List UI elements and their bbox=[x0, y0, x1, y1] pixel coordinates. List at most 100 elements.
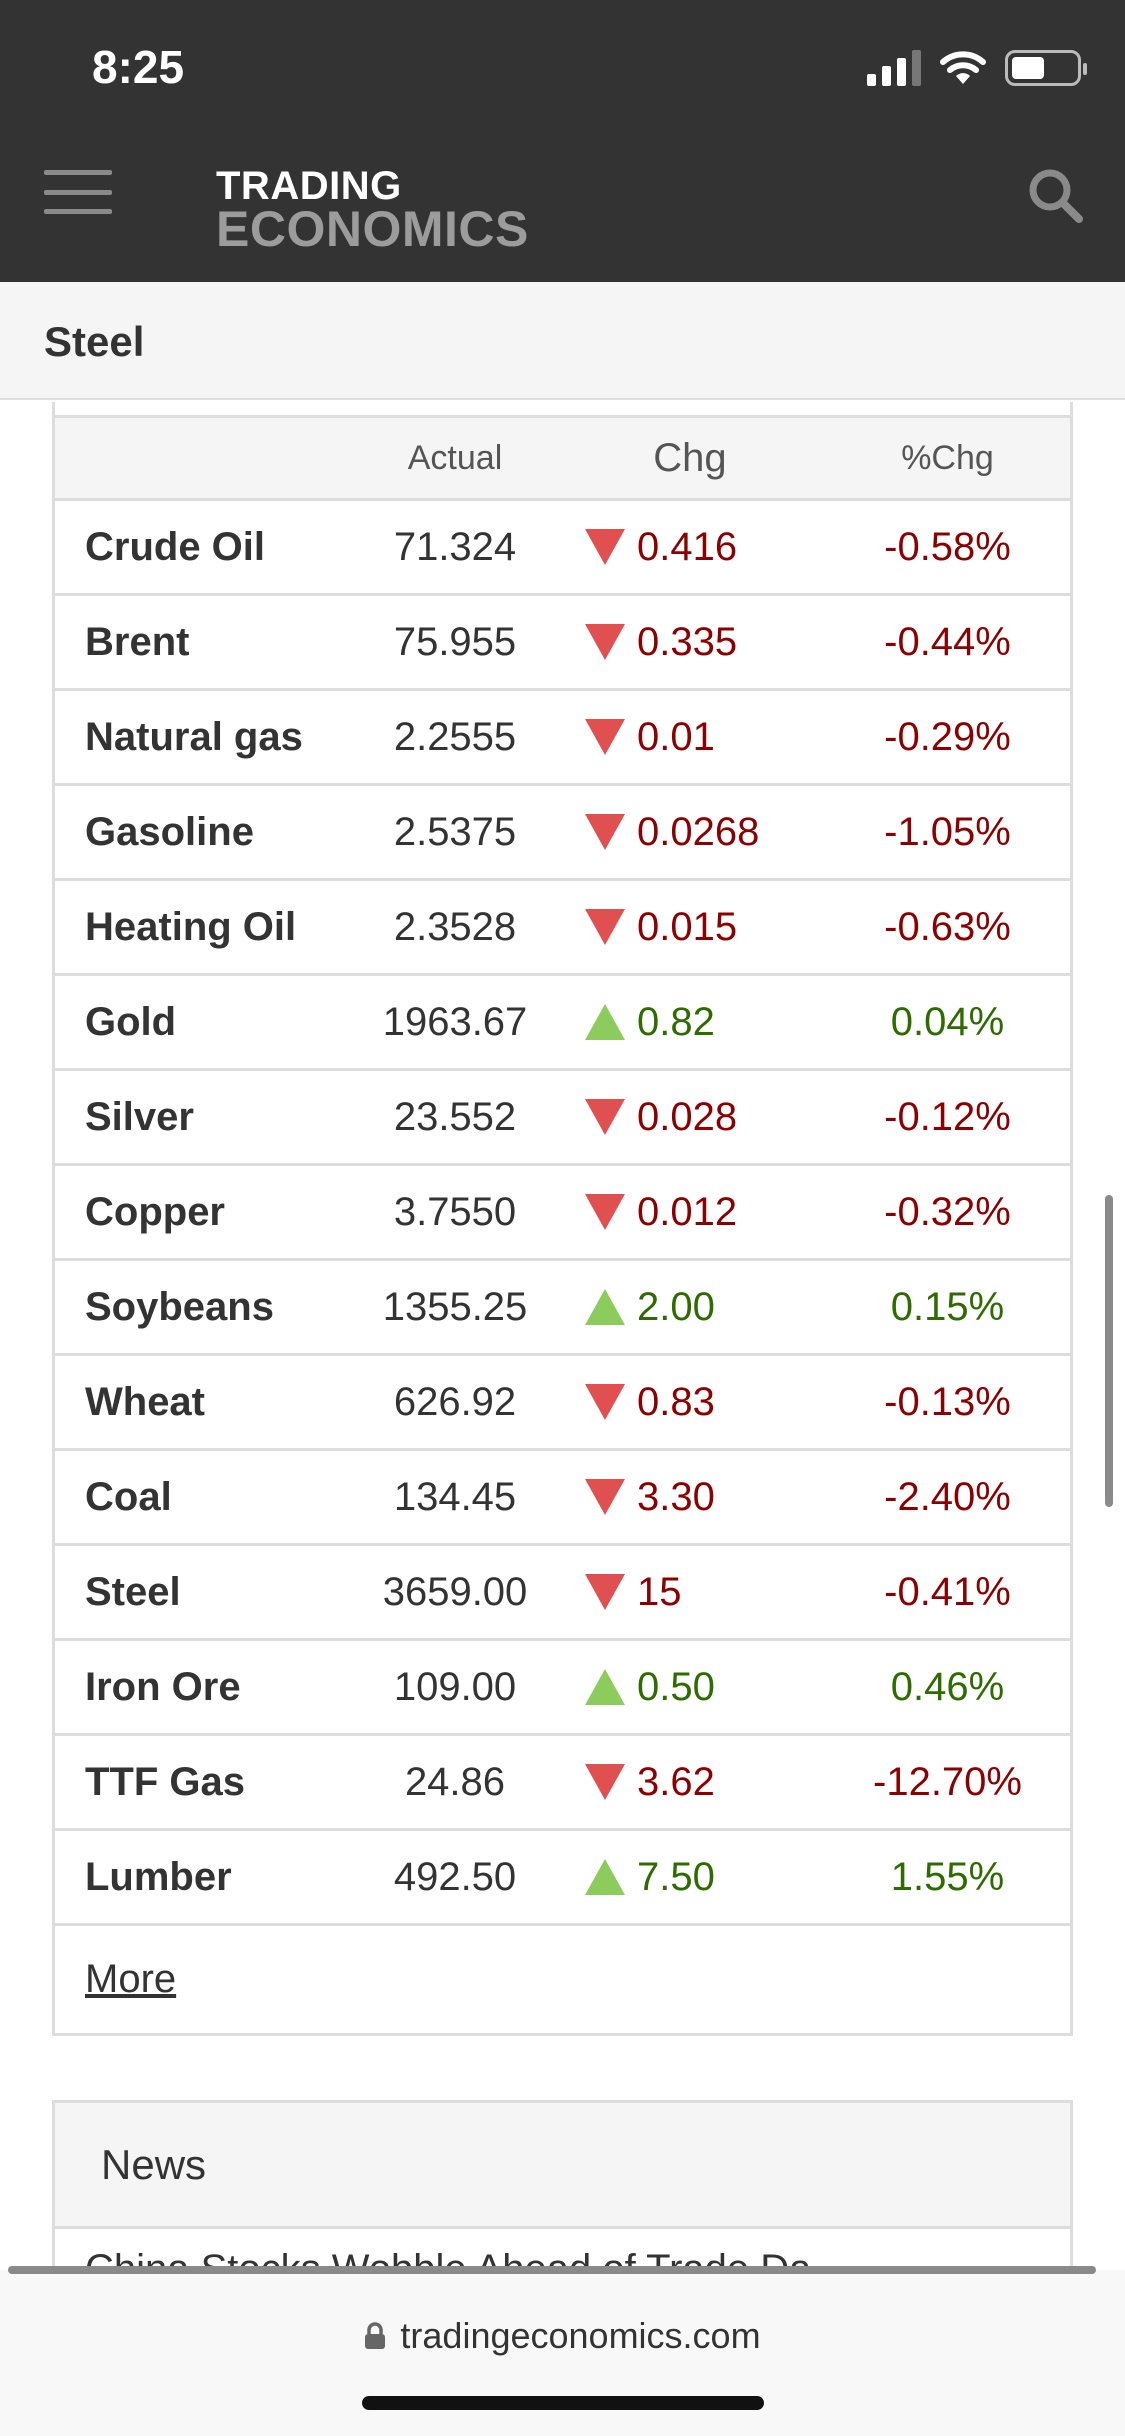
actual-value: 71.324 bbox=[393, 524, 517, 569]
arrow-down-icon bbox=[585, 1479, 625, 1515]
arrow-down-icon bbox=[585, 624, 625, 660]
arrow-down-icon bbox=[585, 1574, 625, 1610]
signal-icon bbox=[867, 50, 921, 86]
change-cell: 0.335 bbox=[555, 620, 825, 665]
table-header: Actual Chg %Chg bbox=[55, 418, 1070, 501]
table-row[interactable]: Steel 3659.00 15 -0.41% bbox=[55, 1546, 1070, 1641]
change-cell: 3.30 bbox=[555, 1475, 825, 1520]
table-row[interactable]: Coal 134.45 3.30 -2.40% bbox=[55, 1451, 1070, 1546]
arrow-down-icon bbox=[585, 909, 625, 945]
hamburger-menu-icon[interactable] bbox=[44, 170, 112, 214]
url-bar[interactable]: tradingeconomics.com bbox=[0, 2315, 1125, 2357]
actual-value: 3.7550 bbox=[393, 1189, 517, 1234]
change-value: 0.50 bbox=[637, 1664, 715, 1709]
pct-change-value: 0.04% bbox=[890, 999, 1005, 1044]
change-value: 0.83 bbox=[637, 1379, 715, 1424]
pct-change-value: -0.63% bbox=[884, 904, 1011, 949]
change-cell: 3.62 bbox=[555, 1760, 825, 1805]
pct-change-value: 0.15% bbox=[890, 1284, 1005, 1329]
arrow-down-icon bbox=[585, 1384, 625, 1420]
change-cell: 7.50 bbox=[555, 1855, 825, 1900]
arrow-down-icon bbox=[585, 814, 625, 850]
commodity-name[interactable]: Gold bbox=[85, 999, 177, 1044]
change-cell: 0.50 bbox=[555, 1665, 825, 1710]
change-value: 3.62 bbox=[637, 1759, 715, 1804]
actual-value: 626.92 bbox=[393, 1379, 517, 1424]
commodity-name[interactable]: Gasoline bbox=[85, 809, 254, 854]
pct-change-value: -0.41% bbox=[884, 1569, 1011, 1614]
app-header: 8:25 TRADING ECONOMICS bbox=[0, 0, 1125, 282]
table-row[interactable]: Gold 1963.67 0.82 0.04% bbox=[55, 976, 1070, 1071]
arrow-down-icon bbox=[585, 719, 625, 755]
commodity-name[interactable]: Coal bbox=[85, 1474, 172, 1519]
commodity-name[interactable]: Silver bbox=[85, 1094, 194, 1139]
search-icon[interactable] bbox=[1025, 165, 1085, 225]
table-row[interactable]: Soybeans 1355.25 2.00 0.15% bbox=[55, 1261, 1070, 1356]
table-row[interactable]: Brent 75.955 0.335 -0.44% bbox=[55, 596, 1070, 691]
arrow-up-icon bbox=[585, 1289, 625, 1325]
commodity-name[interactable]: Wheat bbox=[85, 1379, 205, 1424]
scrollbar[interactable] bbox=[1105, 1195, 1113, 1507]
actual-value: 23.552 bbox=[393, 1094, 517, 1139]
change-cell: 0.83 bbox=[555, 1380, 825, 1425]
table-row[interactable]: Natural gas 2.2555 0.01 -0.29% bbox=[55, 691, 1070, 786]
url-text: tradingeconomics.com bbox=[400, 2315, 761, 2356]
actual-value: 75.955 bbox=[393, 619, 517, 664]
actual-value: 3659.00 bbox=[382, 1569, 528, 1614]
table-body: Crude Oil 71.324 0.416 -0.58% Brent 75.955 0.3… bbox=[55, 501, 1070, 1926]
table-row[interactable]: Gasoline 2.5375 0.0268 -1.05% bbox=[55, 786, 1070, 881]
wifi-icon bbox=[940, 51, 986, 84]
change-cell: 0.82 bbox=[555, 1000, 825, 1045]
table-row[interactable]: Wheat 626.92 0.83 -0.13% bbox=[55, 1356, 1070, 1451]
change-value: 2.00 bbox=[637, 1284, 715, 1329]
commodity-name[interactable]: Copper bbox=[85, 1189, 225, 1234]
change-value: 0.01 bbox=[637, 714, 715, 759]
home-indicator[interactable] bbox=[362, 2396, 764, 2410]
bottom-divider bbox=[8, 2266, 1096, 2274]
header-chg: Chg bbox=[653, 435, 727, 480]
table-row[interactable]: Copper 3.7550 0.012 -0.32% bbox=[55, 1166, 1070, 1261]
arrow-down-icon bbox=[585, 1764, 625, 1800]
section-bar: Steel bbox=[0, 282, 1125, 400]
commodity-name[interactable]: Heating Oil bbox=[85, 904, 297, 949]
table-row[interactable]: Silver 23.552 0.028 -0.12% bbox=[55, 1071, 1070, 1166]
logo-line2: ECONOMICS bbox=[216, 201, 529, 257]
battery-icon bbox=[1005, 50, 1087, 86]
header-pct-chg: %Chg bbox=[901, 438, 994, 477]
commodity-name[interactable]: Lumber bbox=[85, 1854, 232, 1899]
change-cell: 0.0268 bbox=[555, 810, 825, 855]
more-link[interactable]: More bbox=[85, 1957, 177, 2001]
commodity-name[interactable]: Soybeans bbox=[85, 1284, 274, 1329]
change-cell: 0.015 bbox=[555, 905, 825, 950]
table-row[interactable]: Heating Oil 2.3528 0.015 -0.63% bbox=[55, 881, 1070, 976]
commodity-name[interactable]: TTF Gas bbox=[85, 1759, 246, 1804]
actual-value: 109.00 bbox=[393, 1664, 517, 1709]
logo-line1: TRADING bbox=[216, 164, 402, 208]
table-row[interactable]: Iron Ore 109.00 0.50 0.46% bbox=[55, 1641, 1070, 1736]
commodity-name[interactable]: Brent bbox=[85, 619, 190, 664]
pct-change-value: -0.32% bbox=[884, 1189, 1011, 1234]
arrow-up-icon bbox=[585, 1669, 625, 1705]
arrow-down-icon bbox=[585, 529, 625, 565]
logo[interactable]: TRADING ECONOMICS bbox=[216, 166, 529, 254]
change-cell: 2.00 bbox=[555, 1285, 825, 1330]
commodity-name[interactable]: Iron Ore bbox=[85, 1664, 241, 1709]
arrow-down-icon bbox=[585, 1099, 625, 1135]
table-row[interactable]: Lumber 492.50 7.50 1.55% bbox=[55, 1831, 1070, 1926]
change-cell: 0.028 bbox=[555, 1095, 825, 1140]
pct-change-value: -0.58% bbox=[884, 524, 1011, 569]
change-value: 0.0268 bbox=[637, 809, 760, 854]
table-row[interactable]: TTF Gas 24.86 3.62 -12.70% bbox=[55, 1736, 1070, 1831]
change-cell: 0.416 bbox=[555, 525, 825, 570]
status-icons bbox=[867, 48, 1087, 88]
header-actual: Actual bbox=[407, 438, 503, 477]
change-cell: 0.01 bbox=[555, 715, 825, 760]
lock-icon bbox=[365, 2322, 386, 2349]
arrow-up-icon bbox=[585, 1004, 625, 1040]
pct-change-value: -0.12% bbox=[884, 1094, 1011, 1139]
table-row[interactable]: Crude Oil 71.324 0.416 -0.58% bbox=[55, 501, 1070, 596]
pct-change-value: -1.05% bbox=[884, 809, 1011, 854]
commodity-name[interactable]: Natural gas bbox=[85, 714, 303, 759]
commodity-name[interactable]: Crude Oil bbox=[85, 524, 266, 569]
commodity-name[interactable]: Steel bbox=[85, 1569, 181, 1614]
